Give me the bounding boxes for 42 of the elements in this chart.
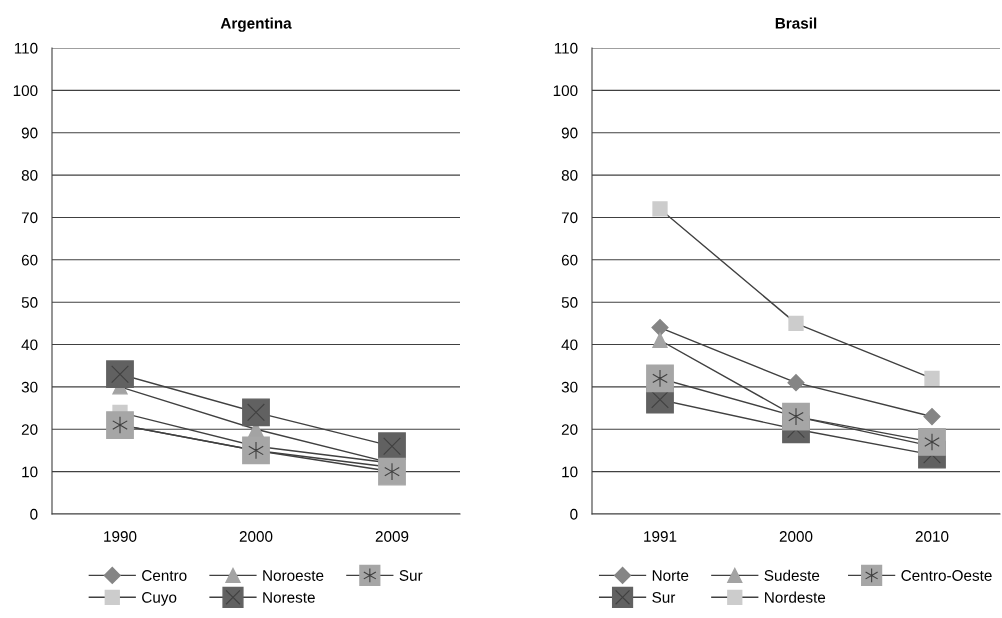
y-tick-label: 60 bbox=[561, 254, 578, 266]
x-tick-label: 2009 bbox=[375, 531, 409, 542]
y-tick-label: 40 bbox=[21, 339, 38, 351]
y-tick-label: 110 bbox=[554, 42, 578, 54]
x-tick-label: 1990 bbox=[104, 531, 137, 542]
legend-label: Sur bbox=[652, 591, 676, 603]
y-tick-label: 80 bbox=[21, 169, 38, 181]
y-tick-label: 70 bbox=[21, 212, 38, 224]
legend-label: Centro-Oeste bbox=[901, 570, 992, 581]
x-tick-label: 2000 bbox=[239, 531, 273, 542]
legend-label: Noroeste bbox=[263, 570, 324, 581]
legend-label: Noreste bbox=[263, 592, 315, 603]
y-tick-label: 90 bbox=[561, 127, 578, 139]
y-tick-label: 0 bbox=[30, 508, 38, 520]
y-tick-label: 50 bbox=[21, 297, 38, 308]
chart-title: Brasil bbox=[775, 17, 817, 29]
y-tick-label: 80 bbox=[561, 169, 578, 181]
x-tick-label: 2000 bbox=[779, 531, 813, 542]
legend-label: Norte bbox=[652, 570, 689, 581]
y-tick-label: 90 bbox=[21, 127, 38, 139]
y-tick-label: 50 bbox=[561, 297, 578, 308]
y-tick-label: 10 bbox=[22, 466, 38, 478]
y-tick-label: 20 bbox=[21, 424, 38, 435]
y-tick-label: 40 bbox=[561, 339, 578, 351]
y-tick-label: 60 bbox=[21, 254, 38, 266]
y-tick-label: 100 bbox=[13, 85, 38, 97]
legend-label: Sur bbox=[399, 570, 423, 581]
chart-title: Argentina bbox=[220, 17, 292, 32]
x-tick-label: 2010 bbox=[915, 531, 949, 542]
x-tick-label: 1991 bbox=[644, 531, 677, 542]
legend-label: Sudeste bbox=[764, 569, 820, 581]
legend-label: Centro bbox=[142, 570, 187, 581]
y-tick-label: 70 bbox=[561, 212, 578, 224]
y-tick-label: 110 bbox=[14, 42, 38, 54]
y-tick-label: 20 bbox=[561, 424, 578, 435]
y-tick-label: 10 bbox=[562, 466, 578, 478]
y-tick-label: 30 bbox=[21, 381, 38, 393]
y-tick-label: 30 bbox=[561, 381, 578, 393]
y-tick-label: 100 bbox=[553, 85, 578, 97]
legend-label: Nordeste bbox=[765, 591, 826, 603]
legend-label: Cuyo bbox=[142, 591, 177, 606]
y-tick-label: 0 bbox=[570, 508, 578, 520]
